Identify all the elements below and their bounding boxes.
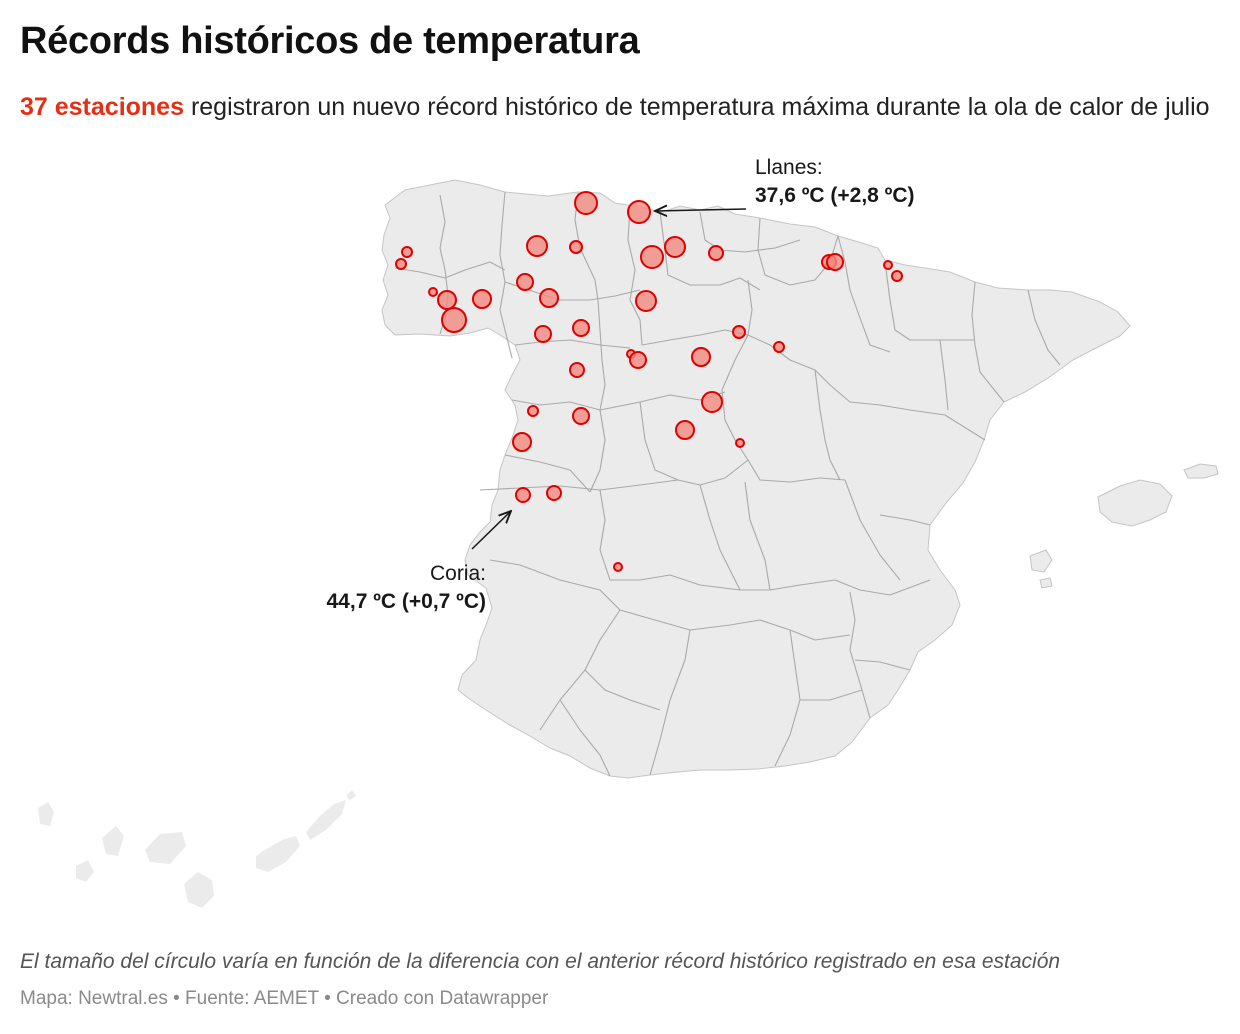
canary-island-1 — [38, 802, 54, 826]
station-marker — [635, 290, 657, 312]
canary-island-5 — [184, 872, 214, 908]
station-marker — [735, 438, 745, 448]
station-marker — [691, 347, 711, 367]
llanes-value: 37,6 ºC (+2,8 ºC) — [755, 184, 915, 207]
coria-annotation: Coria: 44,7 ºC (+0,7 ºC) — [240, 560, 487, 616]
station-marker — [441, 307, 467, 333]
station-marker-llanes — [627, 200, 651, 224]
llanes-label: Llanes: — [755, 156, 823, 179]
station-marker — [732, 325, 746, 339]
station-marker — [516, 273, 534, 291]
subtitle-text: registraron un nuevo récord histórico de… — [184, 93, 1210, 121]
coria-arrow — [471, 511, 511, 550]
station-marker — [569, 240, 583, 254]
station-marker — [640, 245, 664, 269]
credits: Mapa: Newtral.es • Fuente: AEMET • Cread… — [20, 988, 549, 1009]
canary-island-4 — [145, 832, 186, 864]
menorca-shape — [1183, 463, 1219, 479]
mallorca-shape — [1097, 479, 1173, 527]
station-marker — [675, 420, 695, 440]
llanes-annotation: Llanes: 37,6 ºC (+2,8 ºC) — [755, 154, 915, 210]
coria-value: 44,7 ºC (+0,7 ºC) — [326, 590, 487, 613]
canary-island-3 — [102, 826, 124, 856]
station-marker — [472, 289, 492, 309]
station-marker — [437, 290, 457, 310]
station-marker-coria — [515, 487, 531, 503]
station-marker — [526, 235, 548, 257]
station-marker — [574, 191, 598, 215]
station-marker — [539, 288, 559, 308]
station-markers — [395, 191, 903, 572]
canary-island-2 — [76, 860, 94, 882]
ibiza-shape — [1029, 549, 1053, 573]
station-marker — [534, 325, 552, 343]
station-marker — [428, 287, 438, 297]
station-marker — [401, 246, 413, 258]
llanes-arrow — [655, 209, 747, 211]
size-note: El tamaño del círculo varía en función d… — [20, 950, 1061, 973]
peninsula-shape — [381, 179, 1131, 779]
chart-title: Récords históricos de temperatura — [20, 20, 640, 62]
station-marker — [546, 485, 562, 501]
station-marker — [664, 236, 686, 258]
spain-map — [38, 179, 1219, 908]
station-marker — [701, 391, 723, 413]
station-marker — [629, 351, 647, 369]
station-marker — [569, 362, 585, 378]
station-marker — [891, 270, 903, 282]
province-borders — [394, 191, 1061, 777]
station-marker — [773, 341, 785, 353]
station-marker — [512, 432, 532, 452]
station-marker — [826, 253, 844, 271]
chart-subtitle: 37 estaciones registraron un nuevo récor… — [20, 90, 1210, 124]
station-marker — [708, 245, 724, 261]
station-marker — [883, 260, 893, 270]
station-marker — [395, 258, 407, 270]
canary-island-7 — [306, 800, 346, 840]
station-marker — [613, 562, 623, 572]
station-marker — [572, 319, 590, 337]
canary-island-6 — [256, 836, 300, 872]
station-marker — [572, 407, 590, 425]
formentera-shape — [1039, 577, 1053, 589]
stations-count: 37 estaciones — [20, 93, 184, 121]
canary-island-8 — [346, 790, 356, 800]
station-marker — [527, 405, 539, 417]
coria-label: Coria: — [429, 562, 486, 585]
